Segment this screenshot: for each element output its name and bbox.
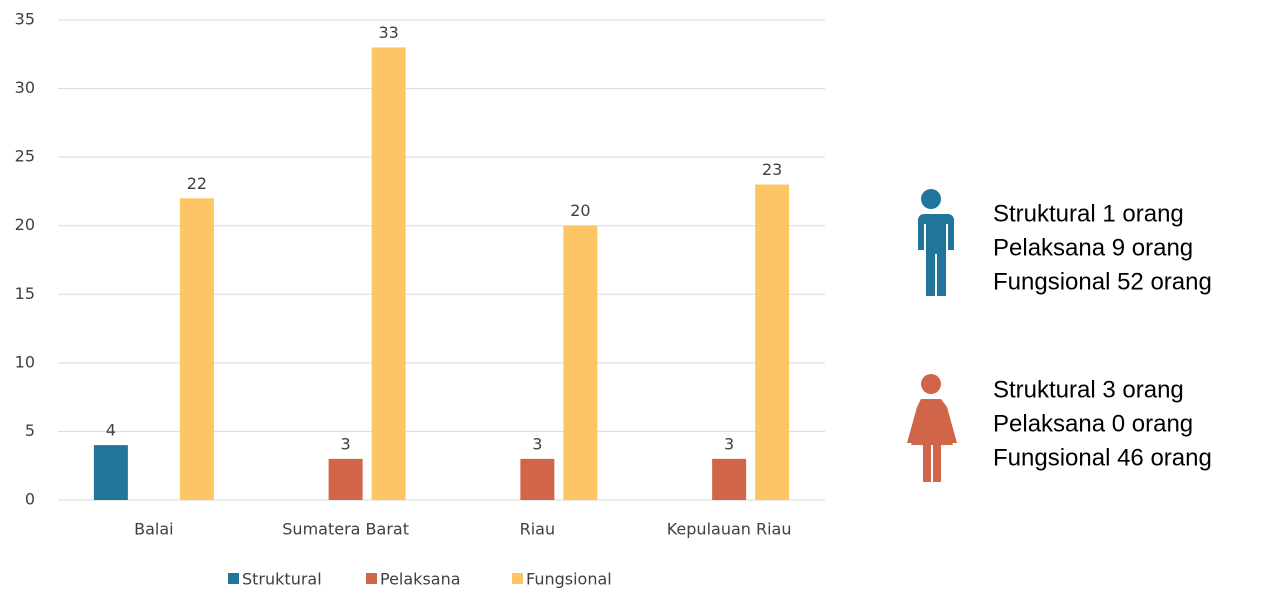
bar <box>179 198 214 501</box>
male-icon <box>914 189 954 296</box>
data-label: 33 <box>378 23 398 42</box>
side-text: Pelaksana 9 orang <box>993 234 1193 261</box>
side-text: Struktural 3 orang <box>993 376 1184 403</box>
data-label: 3 <box>341 434 351 453</box>
side-text: Struktural 1 orang <box>993 200 1184 227</box>
legend-swatch <box>366 573 377 584</box>
bar <box>93 445 128 500</box>
y-tick-label: 25 <box>15 147 35 166</box>
bar <box>755 184 790 501</box>
bar <box>563 225 598 500</box>
y-tick-label: 5 <box>25 421 35 440</box>
legend-swatch <box>512 573 523 584</box>
x-tick-label: Sumatera Barat <box>282 520 409 539</box>
side-text: Fungsional 52 orang <box>993 268 1212 295</box>
y-tick-label: 15 <box>15 284 35 303</box>
legend-label: Pelaksana <box>380 570 461 589</box>
data-label: 3 <box>724 434 734 453</box>
x-tick-label: Balai <box>134 520 173 539</box>
y-tick-label: 35 <box>15 10 35 29</box>
data-label: 3 <box>532 434 542 453</box>
side-text: Pelaksana 0 orang <box>993 410 1193 437</box>
side-text: Fungsional 46 orang <box>993 444 1212 471</box>
data-label: 23 <box>762 160 782 179</box>
data-label: 4 <box>106 421 116 440</box>
x-tick-label: Kepulauan Riau <box>667 520 792 539</box>
legend-label: Struktural <box>242 570 322 589</box>
bar <box>328 458 363 500</box>
female-icon <box>907 374 957 482</box>
legend-swatch <box>228 573 239 584</box>
legend-label: Fungsional <box>526 570 612 589</box>
y-tick-label: 20 <box>15 215 35 234</box>
y-tick-label: 30 <box>15 78 35 97</box>
x-tick-label: Riau <box>520 520 556 539</box>
bar <box>520 458 555 500</box>
data-label: 22 <box>187 174 207 193</box>
y-tick-label: 10 <box>15 352 35 371</box>
bar <box>712 458 747 500</box>
data-label: 20 <box>570 201 590 220</box>
bar <box>371 47 406 501</box>
y-tick-label: 0 <box>25 490 35 509</box>
